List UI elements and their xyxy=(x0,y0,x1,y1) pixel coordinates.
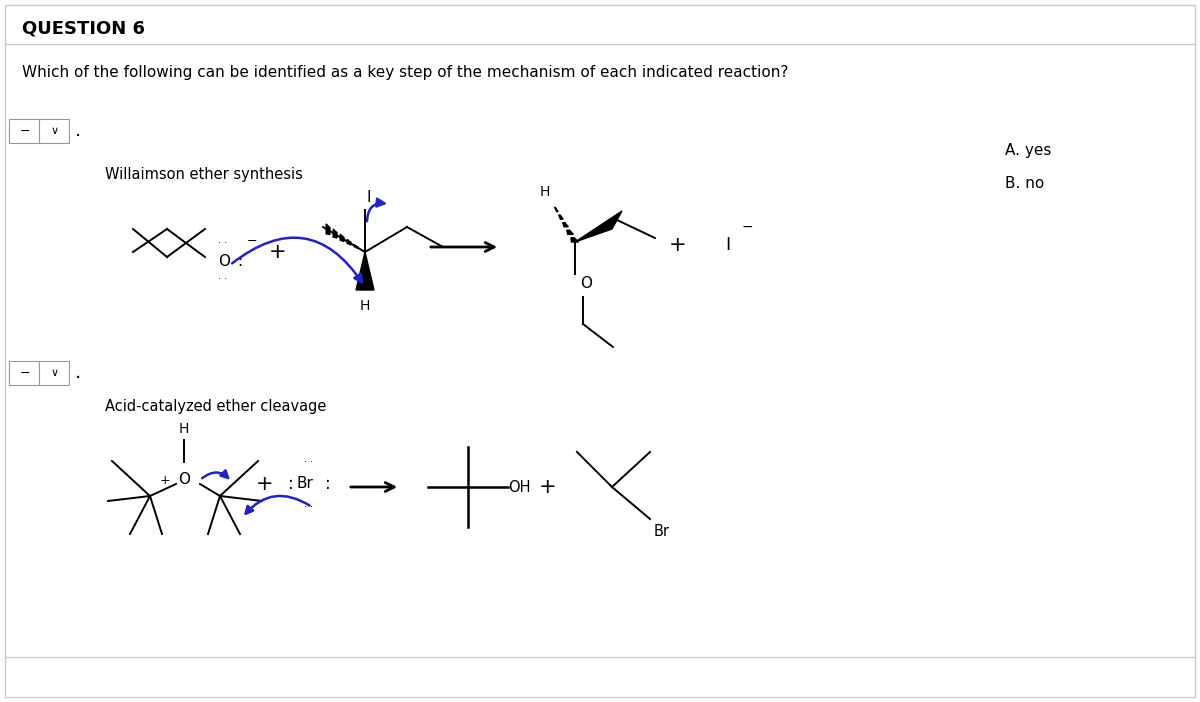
FancyArrowPatch shape xyxy=(232,238,362,282)
Polygon shape xyxy=(559,215,563,219)
FancyArrowPatch shape xyxy=(246,496,310,514)
Text: · ·: · · xyxy=(218,274,227,284)
Polygon shape xyxy=(575,211,622,242)
Text: +: + xyxy=(539,477,557,497)
Text: B. no: B. no xyxy=(1006,176,1044,192)
Text: I: I xyxy=(725,236,731,254)
Text: O: O xyxy=(178,472,190,487)
Polygon shape xyxy=(361,250,365,252)
Polygon shape xyxy=(566,230,574,234)
Polygon shape xyxy=(347,239,352,245)
Text: A. yes: A. yes xyxy=(1006,143,1051,157)
Text: H: H xyxy=(360,299,370,313)
Text: I: I xyxy=(367,190,371,206)
Text: H: H xyxy=(540,185,550,199)
Polygon shape xyxy=(326,224,330,234)
Text: −: − xyxy=(19,124,30,138)
Text: ∨: ∨ xyxy=(50,126,59,136)
Text: .: . xyxy=(74,121,82,140)
FancyBboxPatch shape xyxy=(10,119,40,143)
Text: O: O xyxy=(218,253,230,268)
Text: OH: OH xyxy=(508,479,530,494)
Text: −: − xyxy=(19,366,30,380)
Text: QUESTION 6: QUESTION 6 xyxy=(22,20,145,38)
Text: · ·: · · xyxy=(218,238,227,248)
Polygon shape xyxy=(571,238,578,242)
Text: ∨: ∨ xyxy=(50,368,59,378)
Text: H: H xyxy=(179,422,190,436)
FancyBboxPatch shape xyxy=(5,5,1195,697)
Polygon shape xyxy=(354,244,358,249)
Text: Br: Br xyxy=(298,477,314,491)
Text: Willaimson ether synthesis: Willaimson ether synthesis xyxy=(106,166,302,182)
Text: :: : xyxy=(325,475,331,493)
Text: · ·: · · xyxy=(304,457,313,467)
Text: .: . xyxy=(74,364,82,383)
Polygon shape xyxy=(340,234,344,241)
Text: Which of the following can be identified as a key step of the mechanism of each : Which of the following can be identified… xyxy=(22,65,788,79)
Text: +: + xyxy=(670,235,686,255)
Text: :: : xyxy=(236,253,242,268)
FancyBboxPatch shape xyxy=(38,119,70,143)
Text: +: + xyxy=(256,474,274,494)
Polygon shape xyxy=(334,229,337,238)
Polygon shape xyxy=(554,207,558,211)
FancyArrowPatch shape xyxy=(202,470,228,478)
Text: +: + xyxy=(269,242,287,262)
FancyBboxPatch shape xyxy=(10,361,40,385)
Polygon shape xyxy=(356,252,374,290)
Text: +: + xyxy=(160,474,170,486)
FancyBboxPatch shape xyxy=(38,361,70,385)
Text: −: − xyxy=(742,220,754,234)
Polygon shape xyxy=(563,223,569,227)
Text: Br: Br xyxy=(654,524,670,538)
Text: O: O xyxy=(580,277,592,291)
Text: · ·: · · xyxy=(304,502,313,512)
Text: Acid-catalyzed ether cleavage: Acid-catalyzed ether cleavage xyxy=(106,399,326,414)
Text: −: − xyxy=(247,234,258,248)
Text: :: : xyxy=(288,475,294,493)
FancyArrowPatch shape xyxy=(367,199,384,221)
